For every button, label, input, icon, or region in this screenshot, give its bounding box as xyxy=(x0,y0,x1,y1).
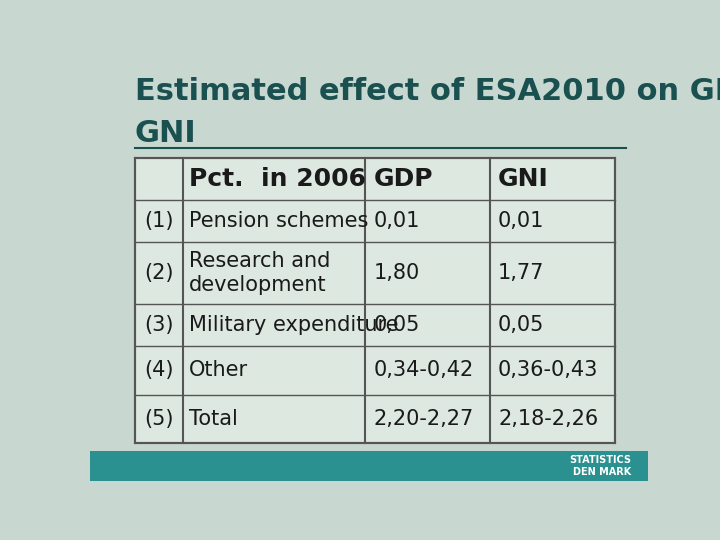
Bar xyxy=(135,158,615,443)
Text: 0,36-0,43: 0,36-0,43 xyxy=(498,360,598,380)
Text: (4): (4) xyxy=(144,360,174,380)
Text: 1,80: 1,80 xyxy=(374,263,420,283)
Text: Military expenditure: Military expenditure xyxy=(189,315,399,335)
Text: Other: Other xyxy=(189,360,248,380)
Text: 2,18-2,26: 2,18-2,26 xyxy=(498,409,598,429)
Text: STATISTICS
DEN MARK: STATISTICS DEN MARK xyxy=(570,455,631,477)
Text: Estimated effect of ESA2010 on GDP and: Estimated effect of ESA2010 on GDP and xyxy=(135,77,720,106)
Text: GNI: GNI xyxy=(135,119,197,148)
Text: (3): (3) xyxy=(144,315,174,335)
Text: 0,34-0,42: 0,34-0,42 xyxy=(374,360,474,380)
Text: (5): (5) xyxy=(144,409,174,429)
Text: Research and
development: Research and development xyxy=(189,251,330,295)
Text: 0,05: 0,05 xyxy=(374,315,420,335)
Text: Pension schemes: Pension schemes xyxy=(189,211,369,231)
Text: 2,20-2,27: 2,20-2,27 xyxy=(374,409,474,429)
Text: Pct.  in 2006: Pct. in 2006 xyxy=(189,167,366,191)
Bar xyxy=(90,451,648,481)
Text: Total: Total xyxy=(189,409,238,429)
Text: 0,05: 0,05 xyxy=(498,315,544,335)
Text: (2): (2) xyxy=(144,263,174,283)
Text: 0,01: 0,01 xyxy=(374,211,420,231)
Text: GDP: GDP xyxy=(374,167,433,191)
Text: 1,77: 1,77 xyxy=(498,263,544,283)
Text: GNI: GNI xyxy=(498,167,549,191)
Text: 0,01: 0,01 xyxy=(498,211,544,231)
Text: (1): (1) xyxy=(144,211,174,231)
